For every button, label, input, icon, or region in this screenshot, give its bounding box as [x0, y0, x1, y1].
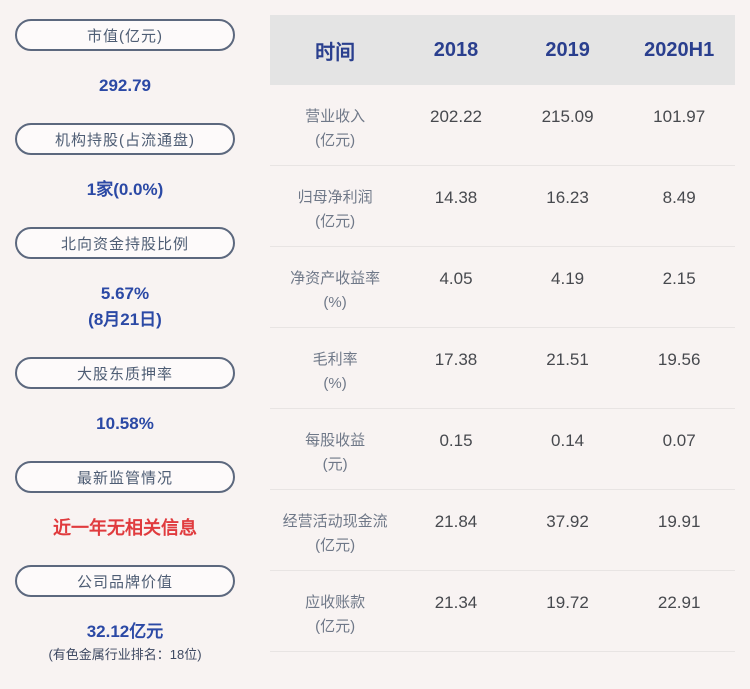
metric-value: 32.12亿元 — [86, 622, 164, 641]
cell-value: 2.15 — [662, 269, 696, 288]
cell-value: 14.38 — [434, 188, 478, 207]
cell-value: 8.49 — [662, 188, 696, 207]
cell-value: 0.14 — [551, 431, 585, 450]
metric-pill: 公司品牌价值 — [15, 565, 235, 597]
cell-value: 0.15 — [439, 431, 473, 450]
table-body: 营业收入 (亿元) 202.22 215.09 101.97 归母净利润 (亿元) … — [270, 85, 735, 652]
column-header: 2020H1 — [644, 38, 715, 61]
sidebar-metric: 市值(亿元) 292.79 — [0, 19, 250, 99]
row-metric-name: 净资产收益率 — [290, 270, 381, 287]
cell-value: 21.51 — [546, 350, 589, 369]
table-row: 应收账款 (亿元) 21.34 19.72 22.91 — [270, 571, 735, 652]
cell-value: 19.72 — [546, 593, 589, 612]
row-metric-name: 毛利率 — [312, 351, 358, 368]
row-label: 经营活动现金流 (亿元) — [270, 490, 400, 570]
metric-pill: 最新监管情况 — [15, 461, 235, 493]
row-metric-unit: (%) — [323, 375, 347, 392]
row-metric-unit: (亿元) — [315, 537, 356, 554]
table-row: 经营活动现金流 (亿元) 21.84 37.92 19.91 — [270, 490, 735, 571]
cell-value: 22.91 — [657, 593, 701, 612]
table-row: 归母净利润 (亿元) 14.38 16.23 8.49 — [270, 166, 735, 247]
metric-value: 5.67% — [100, 284, 150, 303]
row-metric-unit: (亿元) — [315, 132, 356, 149]
metric-subtext: (有色金属行业排名：18位) — [48, 647, 202, 662]
metric-pill-label: 北向资金持股比例 — [60, 235, 189, 253]
cell-value: 0.07 — [662, 431, 696, 450]
column-header: 时间 — [315, 41, 356, 64]
row-label: 归母净利润 (亿元) — [270, 166, 400, 246]
metric-pill-label: 大股东质押率 — [76, 365, 173, 383]
metric-value: 10.58% — [96, 414, 154, 433]
row-metric-unit: (元) — [322, 456, 348, 473]
sidebar-metric: 北向资金持股比例 5.67% (8月21日) — [0, 227, 250, 333]
cell-value: 4.05 — [439, 269, 473, 288]
row-label: 毛利率 (%) — [270, 328, 400, 408]
row-metric-unit: (%) — [323, 294, 347, 311]
row-metric-name: 营业收入 — [305, 108, 366, 125]
metric-value: 292.79 — [99, 76, 151, 95]
metric-pill: 机构持股(占流通盘) — [15, 123, 235, 155]
table-row: 每股收益 (元) 0.15 0.14 0.07 — [270, 409, 735, 490]
row-label: 应收账款 (亿元) — [270, 571, 400, 651]
metric-pill-label: 公司品牌价值 — [76, 573, 173, 591]
sidebar-metric: 公司品牌价值 32.12亿元 (有色金属行业排名：18位) — [0, 565, 250, 665]
row-metric-name: 归母净利润 — [297, 189, 373, 206]
metric-pill-label: 市值(亿元) — [87, 27, 163, 45]
sidebar-metric: 大股东质押率 10.58% — [0, 357, 250, 437]
table-row: 净资产收益率 (%) 4.05 4.19 2.15 — [270, 247, 735, 328]
cell-value: 37.92 — [546, 512, 589, 531]
row-metric-unit: (亿元) — [315, 213, 356, 230]
metric-value: 近一年无相关信息 — [53, 518, 197, 538]
metric-pill: 大股东质押率 — [15, 357, 235, 389]
metric-value: 1家(0.0%) — [86, 180, 164, 199]
financial-table: 时间 2018 2019 2020H1 营业收入 (亿元) 202.22 215.09 1… — [270, 15, 735, 652]
row-label: 营业收入 (亿元) — [270, 85, 400, 165]
metric-value-secondary: (8月21日) — [88, 310, 162, 329]
cell-value: 21.34 — [434, 593, 478, 612]
column-header: 2018 — [433, 38, 479, 61]
cell-value: 16.23 — [546, 188, 589, 207]
cell-value: 202.22 — [429, 107, 482, 126]
cell-value: 21.84 — [434, 512, 478, 531]
row-label: 每股收益 (元) — [270, 409, 400, 489]
row-metric-name: 应收账款 — [305, 594, 366, 611]
cell-value: 19.91 — [657, 512, 701, 531]
row-metric-name: 经营活动现金流 — [282, 513, 388, 530]
cell-value: 215.09 — [541, 107, 594, 126]
cell-value: 19.56 — [657, 350, 701, 369]
sidebar-metric: 机构持股(占流通盘) 1家(0.0%) — [0, 123, 250, 203]
metric-pill-label: 最新监管情况 — [76, 469, 173, 487]
cell-value: 4.19 — [551, 269, 585, 288]
column-header: 2019 — [545, 38, 590, 61]
row-metric-unit: (亿元) — [315, 618, 356, 635]
sidebar-metric: 最新监管情况 近一年无相关信息 — [0, 461, 250, 541]
table-header-row: 时间 2018 2019 2020H1 — [270, 15, 735, 85]
table-row: 毛利率 (%) 17.38 21.51 19.56 — [270, 328, 735, 409]
row-metric-name: 每股收益 — [305, 432, 366, 449]
sidebar-metrics: 市值(亿元) 292.79 机构持股(占流通盘) 1家(0.0%) 北向资金持股… — [0, 0, 250, 689]
row-label: 净资产收益率 (%) — [270, 247, 400, 327]
cell-value: 101.97 — [653, 107, 706, 126]
metric-pill-label: 机构持股(占流通盘) — [55, 131, 195, 149]
table-row: 营业收入 (亿元) 202.22 215.09 101.97 — [270, 85, 735, 166]
metric-pill: 市值(亿元) — [15, 19, 235, 51]
cell-value: 17.38 — [434, 350, 478, 369]
metric-pill: 北向资金持股比例 — [15, 227, 235, 259]
